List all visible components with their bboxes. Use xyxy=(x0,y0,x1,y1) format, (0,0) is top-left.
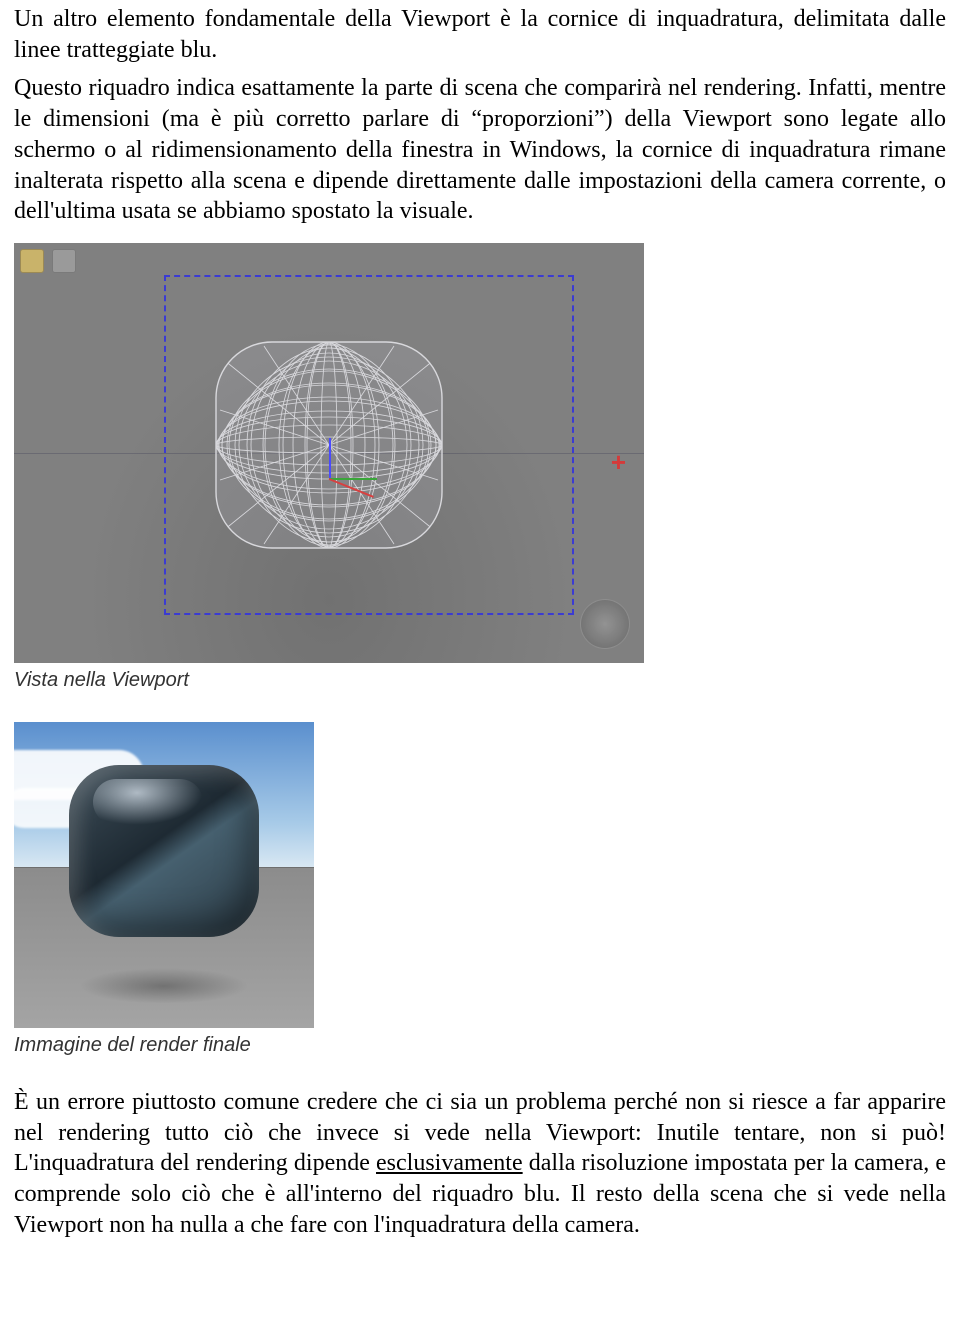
document-page: Un altro elemento fondamentale della Vie… xyxy=(0,0,960,1259)
trash-icon xyxy=(52,249,76,273)
caption-viewport: Vista nella Viewport xyxy=(14,669,946,692)
compass-gizmo xyxy=(580,599,630,649)
axis-gizmo xyxy=(329,478,330,479)
figure-viewport: + xyxy=(14,243,644,663)
paragraph-intro-b: Questo riquadro indica esattamente la pa… xyxy=(14,73,946,227)
paragraph-intro-a: Un altro elemento fondamentale della Vie… xyxy=(14,4,946,65)
text-underline: esclusivamente xyxy=(376,1150,523,1176)
figure-render xyxy=(14,722,314,1028)
lock-icon xyxy=(20,249,44,273)
paragraph-conclusion: È un errore piuttosto comune credere che… xyxy=(14,1087,946,1241)
caption-render: Immagine del render finale xyxy=(14,1034,946,1057)
viewport-toolbar xyxy=(20,249,76,273)
axis-y xyxy=(329,438,331,478)
contact-shadow xyxy=(79,968,249,1004)
crosshair-icon: + xyxy=(611,449,626,475)
render-object xyxy=(69,765,259,937)
